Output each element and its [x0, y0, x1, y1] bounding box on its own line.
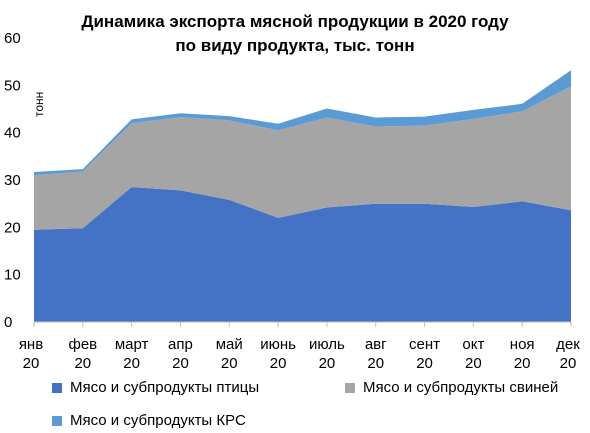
- x-tick-label: июнь 20: [260, 336, 296, 372]
- y-tick-label: 0: [4, 314, 12, 331]
- chart-title: Динамика экспорта мясной продукции в 202…: [0, 10, 590, 58]
- y-tick-label: 10: [4, 267, 21, 284]
- x-tick-label: апр 20: [168, 336, 193, 372]
- legend-swatch-pork: [345, 382, 355, 393]
- legend-item-beef: Мясо и субпродукты КРС: [52, 412, 246, 429]
- series-areas: [34, 70, 571, 322]
- x-tick-label: дек 20: [556, 336, 580, 372]
- legend-label-beef: Мясо и субпродукты КРС: [70, 412, 246, 429]
- area-poultry: [34, 187, 571, 322]
- y-tick-label: 30: [4, 172, 21, 189]
- legend-label-poultry: Мясо и субпродукты птицы: [70, 379, 260, 396]
- axes: 0 10 20 30 40 50 60 янв 20 фев 20 март 20 апр 20 май 20 и…: [4, 30, 580, 372]
- legend-item-pork: Мясо и субпродукты свиней: [345, 379, 558, 396]
- y-tick-label: 40: [4, 125, 21, 142]
- x-tick-label: март 20: [115, 336, 149, 372]
- x-tick-label: фев 20: [68, 336, 97, 372]
- chart-title-line-1: Динамика экспорта мясной продукции в 202…: [81, 12, 509, 31]
- chart-title-line-2: по виду продукта, тыс. тонн: [175, 36, 415, 55]
- legend-label-pork: Мясо и субпродукты свиней: [363, 379, 559, 396]
- x-tick-label: ноя 20: [510, 336, 535, 372]
- y-tick-label: 20: [4, 219, 21, 236]
- legend-swatch-beef: [52, 415, 62, 426]
- x-tick-label: окт 20: [462, 336, 484, 372]
- area-beef: [34, 70, 571, 176]
- y-axis-unit-label: тонн: [32, 92, 46, 117]
- legend-swatch-poultry: [52, 382, 62, 393]
- y-tick-label: 60: [4, 30, 21, 47]
- x-tick-label: май 20: [216, 336, 243, 372]
- x-tick-label: сент 20: [409, 336, 440, 372]
- x-tick-label: авг 20: [365, 336, 387, 372]
- area-pork: [34, 86, 571, 230]
- x-tick-label: июль 20: [309, 336, 345, 372]
- y-tick-label: 50: [4, 77, 21, 94]
- x-tick-label: янв 20: [19, 336, 43, 372]
- legend-item-poultry: Мясо и субпродукты птицы: [52, 379, 259, 396]
